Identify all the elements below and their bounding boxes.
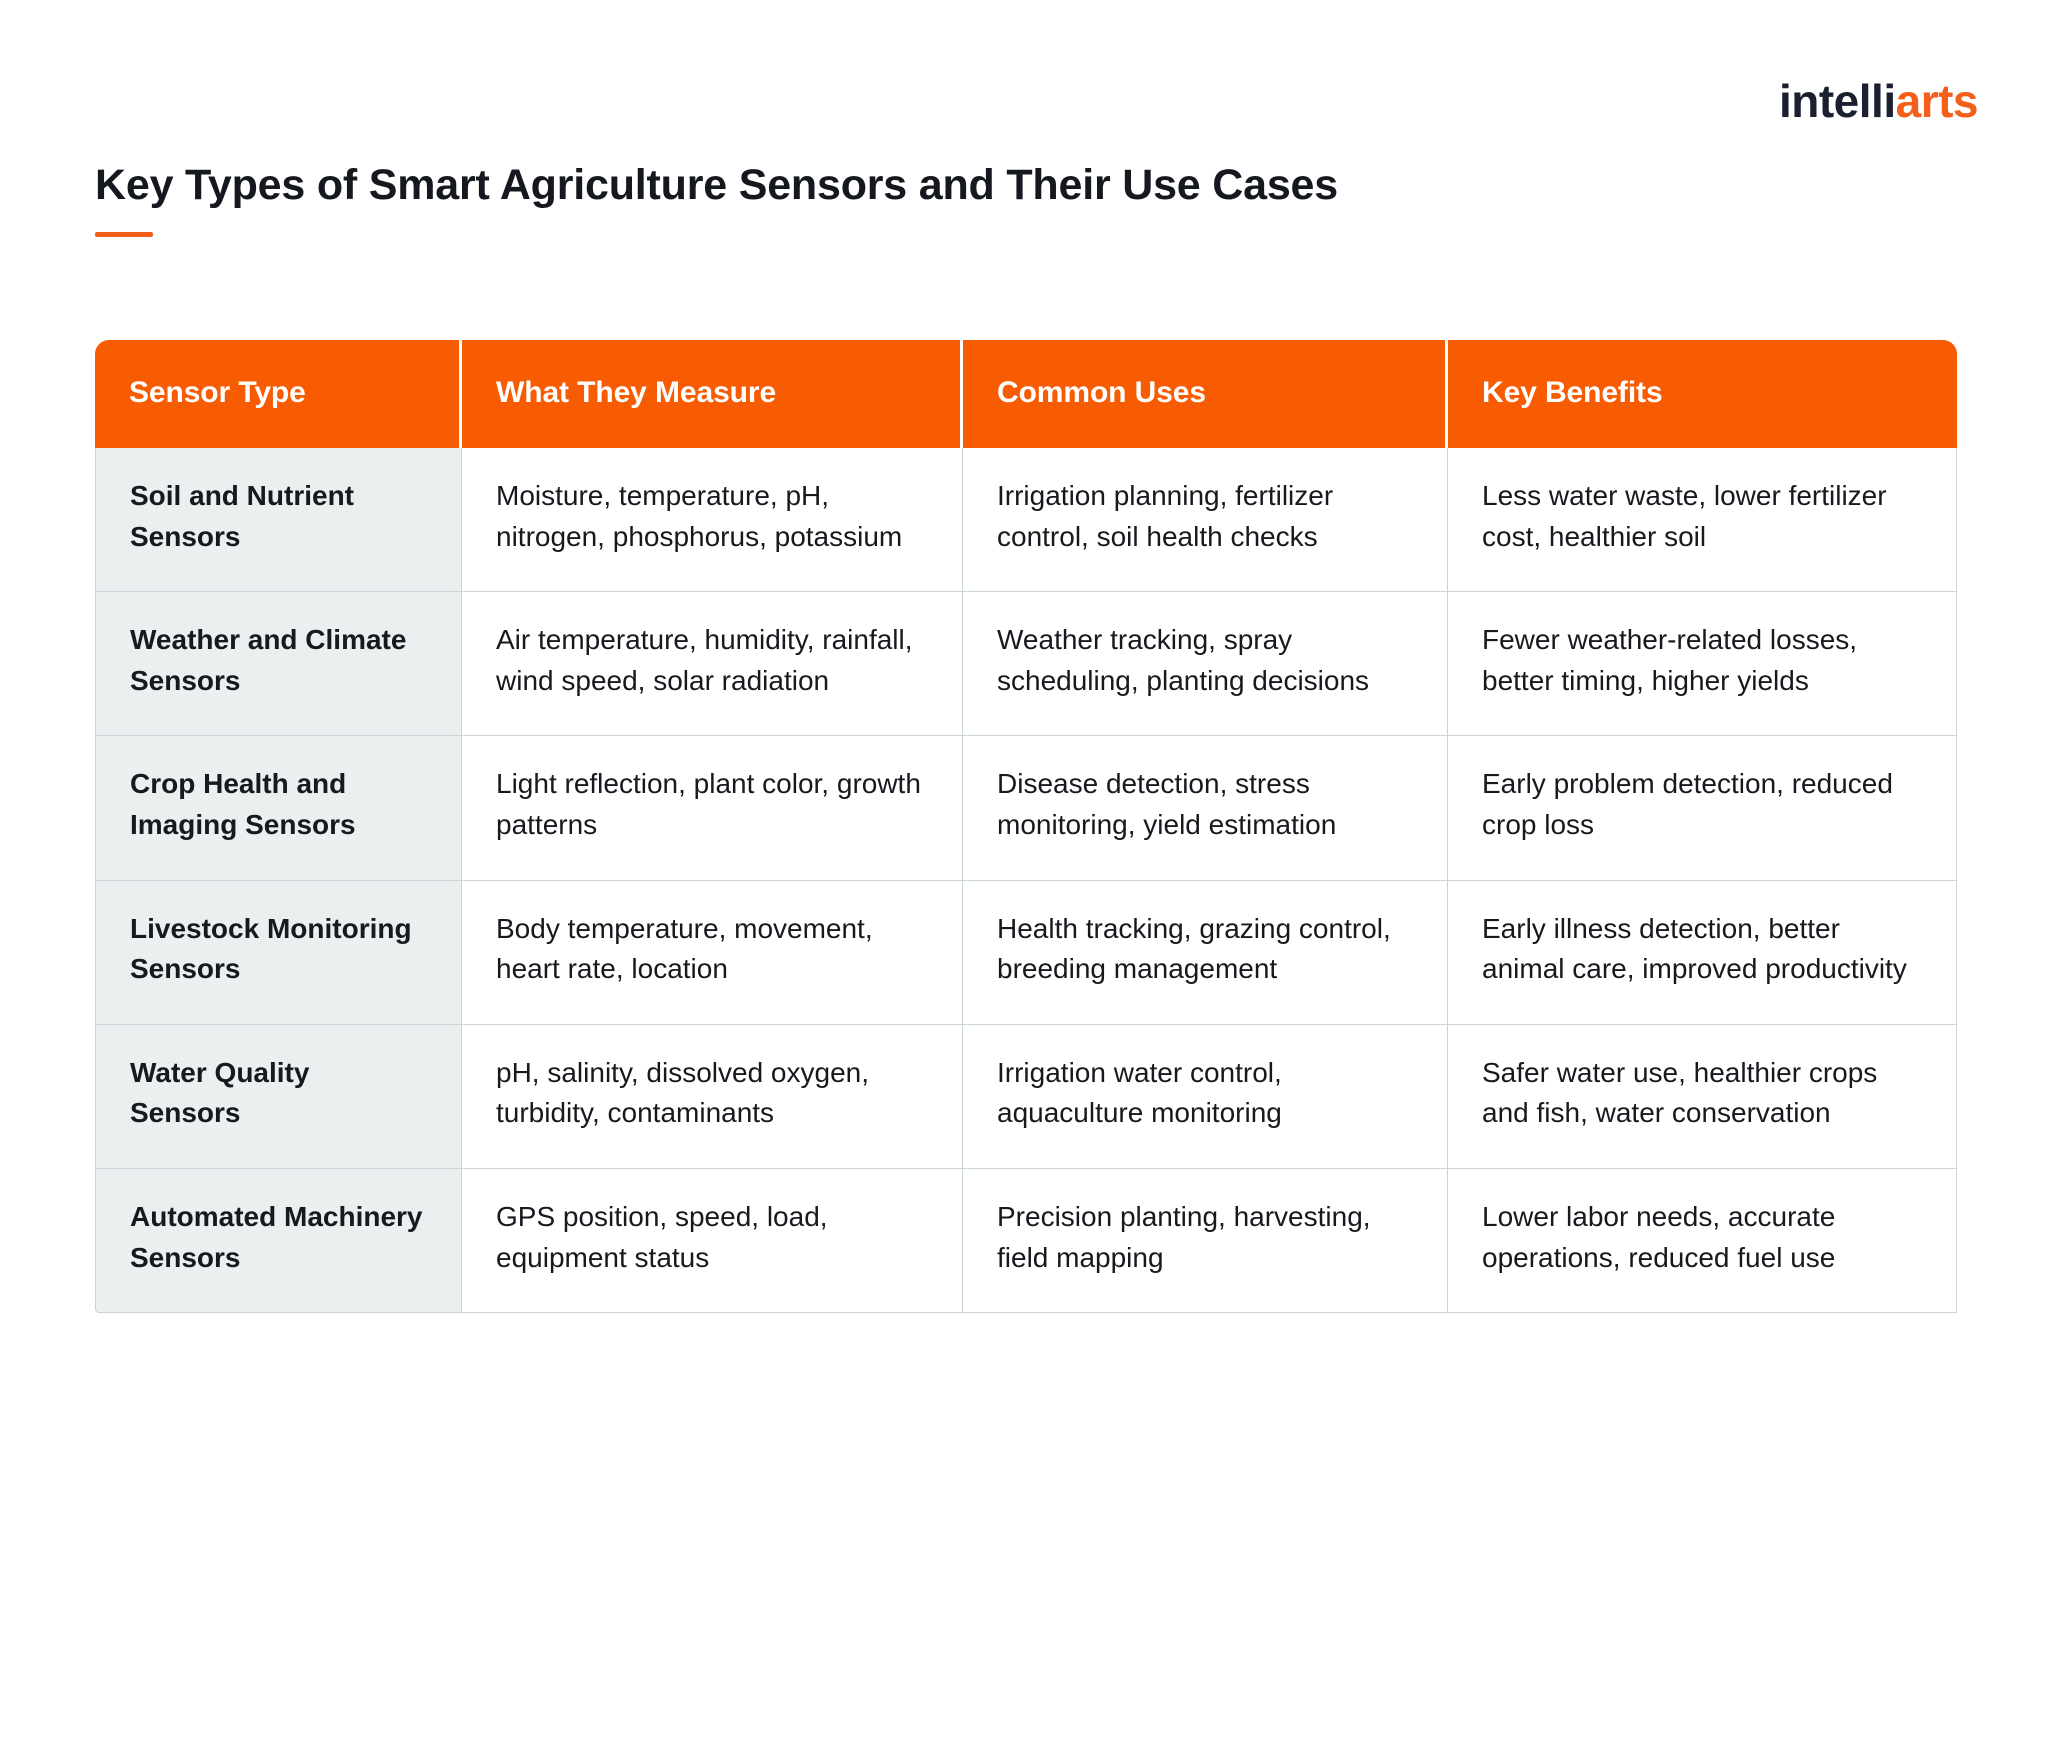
cell-key-benefits: Less water waste, lower fertilizer cost,…	[1448, 448, 1957, 593]
cell-common-uses: Health tracking, grazing control, breedi…	[963, 880, 1448, 1025]
cell-text: Body temperature, movement, heart rate, …	[496, 912, 873, 985]
cell-text: Precision planting, harvesting, field ma…	[997, 1200, 1371, 1273]
cell-text: Irrigation planning, fertilizer control,…	[997, 480, 1334, 552]
page-title: Key Types of Smart Agriculture Sensors a…	[95, 161, 1338, 209]
cell-text: Moisture, temperature, pH, nitrogen, pho…	[496, 480, 903, 552]
title-block: Key Types of Smart Agriculture Sensors a…	[95, 160, 1338, 237]
cell-common-uses: Irrigation water control, aquaculture mo…	[963, 1024, 1448, 1169]
cell-text: Lower labor needs, accurate operations, …	[1482, 1200, 1836, 1273]
cell-text: Livestock Monitoring Sensors	[130, 912, 412, 985]
cell-text: pH, salinity, dissolved oxygen, turbidit…	[496, 1056, 869, 1129]
cell-sensor-type: Water Quality Sensors	[95, 1024, 462, 1169]
column-header-common-uses: Common Uses	[963, 340, 1448, 448]
table-row: Automated Machinery Sensors GPS position…	[95, 1168, 1957, 1314]
cell-text: Health tracking, grazing control, breedi…	[997, 912, 1391, 985]
table-header-row: Sensor Type What They Measure Common Use…	[95, 340, 1957, 448]
table-row: Soil and Nutrient Sensors Moisture, temp…	[95, 448, 1957, 593]
cell-text: Safer water use, healthier crops and fis…	[1482, 1056, 1878, 1129]
cell-key-benefits: Safer water use, healthier crops and fis…	[1448, 1024, 1957, 1169]
table-row: Weather and Climate Sensors Air temperat…	[95, 592, 1957, 737]
cell-key-benefits: Lower labor needs, accurate operations, …	[1448, 1168, 1957, 1314]
logo-text-primary: intelli	[1778, 75, 1896, 127]
cell-text: Air temperature, humidity, rainfall, win…	[496, 624, 913, 696]
intelliarts-logo: intelliarts	[1778, 75, 1979, 127]
cell-common-uses: Disease detection, stress monitoring, yi…	[963, 736, 1448, 881]
table-row: Water Quality Sensors pH, salinity, diss…	[95, 1024, 1957, 1169]
cell-text: GPS position, speed, load, equipment sta…	[496, 1200, 828, 1273]
sensor-table-container: Sensor Type What They Measure Common Use…	[95, 340, 1957, 1314]
column-header-what-they-measure: What They Measure	[462, 340, 963, 448]
cell-text: Irrigation water control, aquaculture mo…	[997, 1056, 1282, 1129]
column-header-key-benefits: Key Benefits	[1448, 340, 1957, 448]
cell-text: Less water waste, lower fertilizer cost,…	[1482, 480, 1887, 552]
cell-text: Light reflection, plant color, growth pa…	[496, 768, 921, 840]
cell-sensor-type: Livestock Monitoring Sensors	[95, 880, 462, 1025]
column-header-sensor-type: Sensor Type	[95, 340, 462, 448]
cell-what-they-measure: Body temperature, movement, heart rate, …	[462, 880, 963, 1025]
cell-text: Crop Health and Imaging Sensors	[130, 768, 356, 840]
cell-what-they-measure: Moisture, temperature, pH, nitrogen, pho…	[462, 448, 963, 593]
cell-text: Fewer weather-related losses, better tim…	[1482, 624, 1858, 696]
cell-sensor-type: Crop Health and Imaging Sensors	[95, 736, 462, 881]
cell-what-they-measure: Air temperature, humidity, rainfall, win…	[462, 592, 963, 737]
cell-what-they-measure: Light reflection, plant color, growth pa…	[462, 736, 963, 881]
cell-common-uses: Precision planting, harvesting, field ma…	[963, 1168, 1448, 1314]
table-row: Crop Health and Imaging Sensors Light re…	[95, 736, 1957, 881]
cell-text: Water Quality Sensors	[130, 1056, 310, 1129]
cell-key-benefits: Fewer weather-related losses, better tim…	[1448, 592, 1957, 737]
cell-key-benefits: Early illness detection, better animal c…	[1448, 880, 1957, 1025]
cell-text: Early illness detection, better animal c…	[1482, 912, 1907, 985]
cell-key-benefits: Early problem detection, reduced crop lo…	[1448, 736, 1957, 881]
title-accent-rule	[95, 231, 153, 237]
table-row: Livestock Monitoring Sensors Body temper…	[95, 880, 1957, 1025]
cell-text: Disease detection, stress monitoring, yi…	[997, 768, 1337, 840]
cell-sensor-type: Weather and Climate Sensors	[95, 592, 462, 737]
cell-text: Automated Machinery Sensors	[130, 1200, 423, 1273]
cell-what-they-measure: pH, salinity, dissolved oxygen, turbidit…	[462, 1024, 963, 1169]
logo-text-accent: arts	[1895, 75, 1979, 127]
cell-text: Soil and Nutrient Sensors	[130, 480, 354, 552]
cell-sensor-type: Automated Machinery Sensors	[95, 1168, 462, 1314]
cell-sensor-type: Soil and Nutrient Sensors	[95, 448, 462, 593]
cell-common-uses: Weather tracking, spray scheduling, plan…	[963, 592, 1448, 737]
cell-what-they-measure: GPS position, speed, load, equipment sta…	[462, 1168, 963, 1314]
cell-common-uses: Irrigation planning, fertilizer control,…	[963, 448, 1448, 593]
table-head: Sensor Type What They Measure Common Use…	[95, 340, 1957, 448]
table-body: Soil and Nutrient Sensors Moisture, temp…	[95, 448, 1957, 1314]
sensor-table: Sensor Type What They Measure Common Use…	[95, 340, 1957, 1314]
cell-text: Weather and Climate Sensors	[130, 624, 407, 696]
cell-text: Early problem detection, reduced crop lo…	[1482, 768, 1893, 840]
cell-text: Weather tracking, spray scheduling, plan…	[997, 624, 1370, 696]
